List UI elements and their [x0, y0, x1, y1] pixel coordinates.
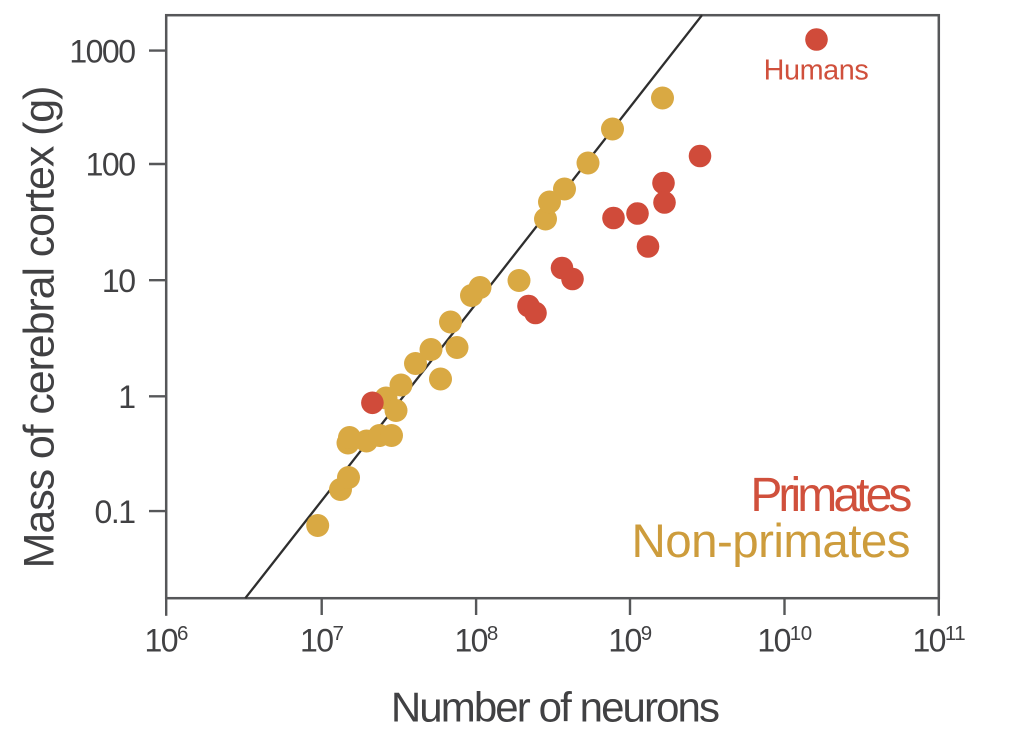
svg-text:1010: 1010 [757, 622, 811, 659]
svg-text:107: 107 [300, 622, 343, 659]
svg-text:109: 109 [608, 622, 651, 659]
svg-text:1011: 1011 [912, 622, 965, 659]
svg-text:1000: 1000 [69, 33, 135, 69]
svg-text:106: 106 [145, 622, 188, 659]
svg-text:Humans: Humans [764, 55, 869, 87]
svg-text:Non-primates: Non-primates [632, 515, 911, 568]
svg-text:1: 1 [118, 379, 135, 415]
svg-text:Mass of cerebral cortex (g): Mass of cerebral cortex (g) [16, 87, 64, 569]
svg-text:100: 100 [86, 147, 136, 183]
svg-text:108: 108 [454, 622, 497, 659]
svg-text:0.1: 0.1 [95, 494, 136, 530]
svg-text:Primates: Primates [750, 469, 911, 522]
svg-text:10: 10 [102, 263, 135, 299]
svg-text:Number of neurons: Number of neurons [391, 684, 719, 731]
